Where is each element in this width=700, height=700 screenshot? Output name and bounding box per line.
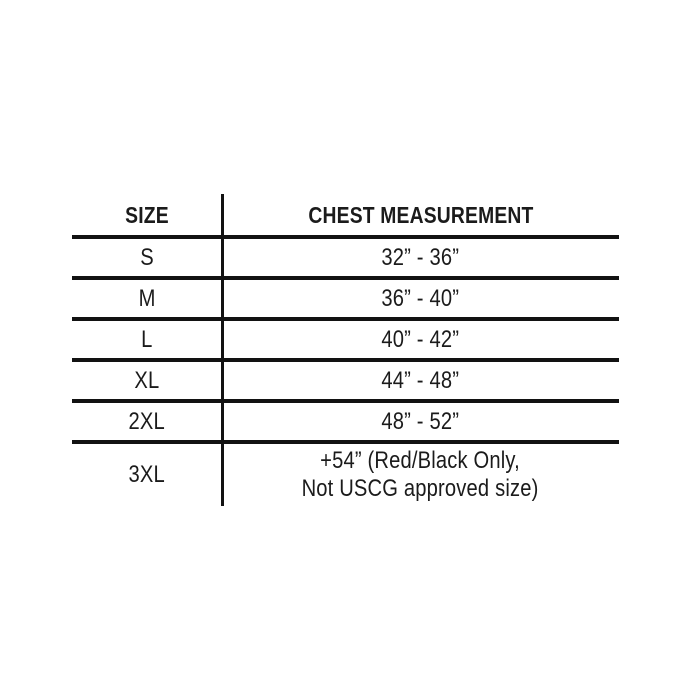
chest-column-header-label: CHEST MEASUREMENT [307,201,534,228]
size-column-header: SIZE [72,194,222,235]
chest-cell: 48” - 52” [222,403,619,440]
chest-value: 36” - 40” [381,284,460,312]
size-value: S [140,243,154,271]
chest-value: 32” - 36” [381,243,460,271]
table-row: 2XL 48” - 52” [72,403,619,444]
table-row: L 40” - 42” [72,321,619,362]
chest-cell: 32” - 36” [222,239,619,276]
header-row: SIZE CHEST MEASUREMENT [72,194,619,239]
chest-cell: 44” - 48” [222,362,619,399]
size-cell: S [72,239,222,276]
table-row: XL 44” - 48” [72,362,619,403]
size-cell: M [72,280,222,317]
chest-value: 48” - 52” [381,407,460,435]
size-value: 3XL [128,461,166,488]
chest-value: +54” (Red/Black Only, Not USCG approved … [302,447,539,502]
chest-cell: 40” - 42” [222,321,619,358]
size-chart-table: SIZE CHEST MEASUREMENT S 32” - 36” M 36”… [72,194,619,506]
chest-cell: 36” - 40” [222,280,619,317]
size-value: 2XL [128,407,166,435]
table-row: 3XL +54” (Red/Black Only, Not USCG appro… [72,444,619,506]
column-divider-line [221,194,224,506]
chest-column-header: CHEST MEASUREMENT [222,194,619,235]
size-value: XL [134,366,160,394]
size-column-header-label: SIZE [125,201,169,228]
size-value: M [138,284,156,312]
chest-value: 44” - 48” [381,366,460,394]
table-row: M 36” - 40” [72,280,619,321]
size-cell: 2XL [72,403,222,440]
size-cell: L [72,321,222,358]
table-row: S 32” - 36” [72,239,619,280]
chest-cell: +54” (Red/Black Only, Not USCG approved … [222,444,619,506]
size-value: L [141,325,153,353]
size-cell: 3XL [72,444,222,506]
size-cell: XL [72,362,222,399]
chest-value: 40” - 42” [381,325,460,353]
